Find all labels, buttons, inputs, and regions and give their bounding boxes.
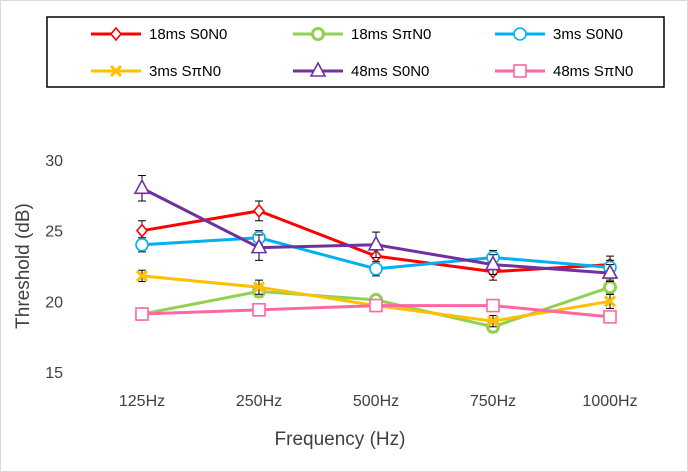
x-tick-label: 125Hz (119, 393, 165, 410)
series-3ms-spin0-point (603, 295, 617, 308)
y-tick-label: 15 (45, 365, 63, 382)
series-48ms-spin0-point (486, 298, 500, 313)
x-tick-label: 500Hz (353, 393, 399, 410)
legend-swatch-marker (309, 61, 327, 77)
legend-swatch-marker (513, 27, 527, 41)
series-3ms-spin0-point (252, 281, 266, 294)
legend-item-3ms-spin0: 3ms SπN0 (91, 63, 221, 80)
series-48ms-s0n0 (133, 175, 619, 283)
series-48ms-s0n0-point (133, 178, 151, 195)
series-48ms-spin0-point (603, 310, 617, 324)
legend: 18ms S0N0 18ms SπN0 3ms S0N0 3ms SπN0 48ms S… (91, 26, 633, 80)
y-axis-ticks: 15 20 25 30 (45, 153, 63, 382)
y-axis-title: Threshold (dB) (13, 203, 34, 329)
legend-item-18ms-s0n0: 18ms S0N0 (91, 26, 227, 43)
series-18ms-s0n0-point (135, 223, 149, 238)
x-tick-label: 250Hz (236, 393, 282, 410)
series-3ms-s0n0-point (135, 238, 149, 252)
legend-item-3ms-s0n0: 3ms S0N0 (495, 26, 623, 43)
legend-label: 48ms S0N0 (351, 63, 429, 80)
legend-item-48ms-s0n0: 48ms S0N0 (293, 61, 429, 80)
series-48ms-s0n0-point (250, 237, 268, 254)
series-3ms-s0n0-point (369, 262, 383, 276)
legend-label: 48ms SπN0 (553, 63, 633, 80)
x-axis-ticks: 125Hz 250Hz 500Hz 750Hz 1000Hz (119, 393, 638, 410)
series-48ms-s0n0-point (601, 263, 619, 279)
y-tick-label: 25 (45, 224, 63, 241)
series-layer (133, 175, 619, 334)
legend-item-18ms-spin0: 18ms SπN0 (293, 26, 431, 43)
series-48ms-spin0-point (252, 303, 266, 317)
series-48ms-s0n0-point (484, 254, 502, 271)
series-48ms-spin0-point (369, 298, 383, 313)
series-3ms-spin0-point (486, 315, 500, 328)
legend-label: 3ms S0N0 (553, 26, 623, 43)
legend-box (46, 16, 665, 88)
series-18ms-s0n0-point (252, 203, 266, 219)
legend-swatch-marker (513, 64, 527, 78)
x-tick-label: 1000Hz (582, 393, 637, 410)
series-48ms-spin0-point (135, 307, 149, 321)
legend-label: 3ms SπN0 (149, 63, 221, 80)
y-tick-label: 30 (45, 153, 63, 170)
x-axis-title: Frequency (Hz) (275, 429, 406, 450)
legend-swatch-marker (109, 26, 123, 42)
series-18ms-spin0-point (603, 280, 617, 295)
legend-item-48ms-spin0: 48ms SπN0 (495, 63, 633, 80)
legend-label: 18ms SπN0 (351, 26, 431, 43)
y-tick-label: 20 (45, 294, 63, 311)
legend-swatch-marker (109, 64, 123, 78)
series-3ms-spin0-point (135, 269, 149, 282)
series-48ms-spin0 (135, 298, 617, 324)
x-tick-label: 750Hz (470, 393, 516, 410)
legend-swatch-marker (311, 27, 325, 41)
series-48ms-s0n0-point (367, 235, 385, 251)
legend-label: 18ms S0N0 (149, 26, 227, 43)
